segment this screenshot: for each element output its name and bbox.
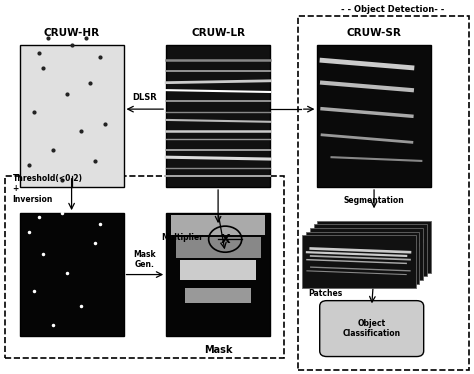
Bar	[171, 215, 265, 236]
Text: Mask: Mask	[204, 345, 232, 355]
Bar	[19, 45, 124, 187]
Text: Segmentation: Segmentation	[344, 196, 404, 205]
Text: CRUW-LR: CRUW-LR	[191, 28, 245, 38]
Text: Mask
Gen.: Mask Gen.	[134, 249, 156, 269]
Text: CRUW-SR: CRUW-SR	[346, 28, 401, 38]
Bar	[175, 237, 261, 258]
Bar	[5, 176, 284, 358]
Bar	[180, 260, 256, 280]
Text: X: X	[220, 233, 230, 246]
Bar	[166, 45, 270, 187]
Bar	[302, 236, 416, 288]
Text: Threshold(<0.2)
+
Inversion: Threshold(<0.2) + Inversion	[12, 174, 82, 204]
Bar	[318, 221, 431, 273]
Bar	[19, 213, 124, 336]
Text: Multiplier: Multiplier	[162, 233, 204, 242]
Bar	[306, 232, 419, 284]
FancyBboxPatch shape	[319, 301, 424, 356]
Bar	[166, 213, 270, 336]
Text: ROI
Patches: ROI Patches	[308, 278, 342, 298]
Bar	[185, 288, 251, 303]
Text: CRUW-HR: CRUW-HR	[44, 28, 100, 38]
Bar	[310, 228, 423, 280]
Bar	[314, 224, 427, 276]
Text: Object
Classification: Object Classification	[343, 319, 401, 338]
Text: DLSR: DLSR	[132, 94, 157, 102]
Bar	[299, 16, 469, 370]
Bar	[318, 45, 431, 187]
Text: - - Object Detection- -: - - Object Detection- -	[341, 5, 445, 14]
